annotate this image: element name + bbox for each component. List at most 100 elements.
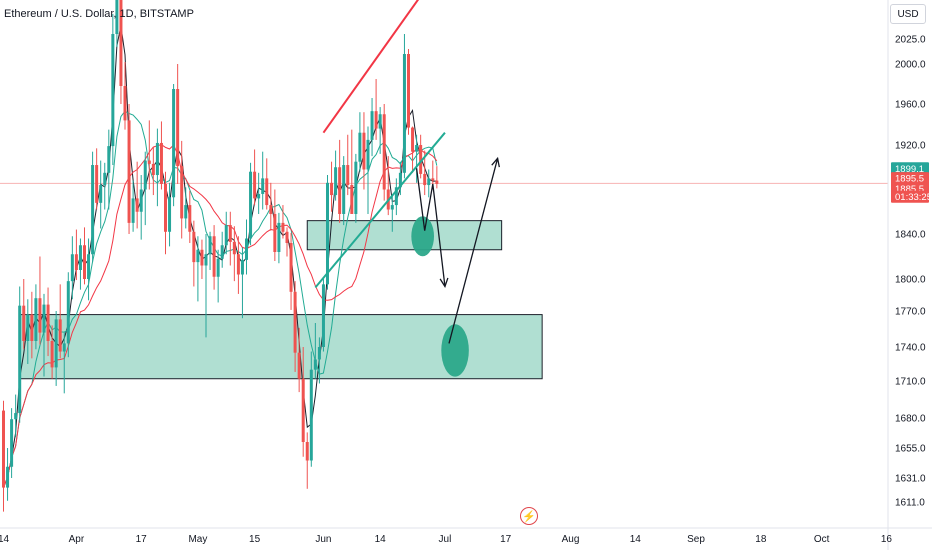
candle <box>236 236 240 294</box>
candle-body <box>30 314 34 341</box>
y-tick-label: 1611.0 <box>895 498 925 509</box>
candle-body <box>326 182 329 285</box>
candle-body <box>374 111 378 129</box>
candle-body <box>66 281 70 344</box>
candle-body <box>147 160 151 164</box>
candle <box>273 189 277 261</box>
candle <box>346 134 350 196</box>
candle <box>6 448 10 501</box>
candle-body <box>78 245 82 270</box>
candle <box>83 227 86 285</box>
candle <box>411 126 415 173</box>
candle-body <box>83 245 86 279</box>
candle <box>402 34 406 179</box>
y-tick-label: 2025.0 <box>895 35 926 46</box>
candle <box>334 150 338 201</box>
candle <box>249 162 253 246</box>
candle-body <box>277 222 281 252</box>
candle <box>135 161 139 229</box>
candle <box>30 291 34 359</box>
trendline-resistance <box>322 0 420 134</box>
price-badge-label: 1885.5 <box>895 184 924 195</box>
candle-body <box>415 145 419 152</box>
candle-body <box>342 165 346 214</box>
candle-body <box>22 305 26 341</box>
projection-arrow-1 <box>415 168 446 287</box>
candle <box>382 104 386 201</box>
candle-body <box>423 173 427 186</box>
candle <box>289 232 293 310</box>
candle <box>261 151 265 210</box>
candle-body <box>38 298 42 333</box>
candle-body <box>249 171 253 239</box>
lightning-icon[interactable]: ⚡ <box>520 507 538 525</box>
currency-button[interactable]: USD <box>890 4 926 24</box>
y-tick-label: 1960.0 <box>895 100 926 111</box>
y-tick-label: 1800.0 <box>895 275 926 286</box>
candle-body <box>50 341 54 368</box>
candle <box>200 239 204 279</box>
candle-body <box>212 236 216 277</box>
candle <box>293 281 297 372</box>
candle <box>281 205 285 239</box>
candle <box>309 351 313 467</box>
candle-body <box>390 205 394 210</box>
candle <box>54 311 58 386</box>
y-tick-label: 1920.0 <box>895 141 926 152</box>
x-tick-label: Aug <box>562 534 580 545</box>
arrow-head-2 <box>491 156 500 168</box>
candle <box>378 107 382 154</box>
candle-body <box>184 205 188 219</box>
candle-body <box>317 347 321 360</box>
candle-body <box>208 236 212 255</box>
candle <box>342 156 346 226</box>
candle-body <box>313 359 317 370</box>
x-tick-label: 18 <box>755 534 767 545</box>
candle-body <box>200 249 204 266</box>
candle <box>269 182 273 231</box>
plot-background <box>0 0 888 528</box>
candle <box>297 327 301 393</box>
candle <box>188 190 192 243</box>
candle-body <box>216 258 220 277</box>
y-tick-label: 2000.0 <box>895 60 926 71</box>
candle <box>232 226 236 282</box>
candle-body <box>435 180 439 184</box>
candle-body <box>204 254 208 266</box>
candle <box>50 325 54 379</box>
candle <box>22 279 26 350</box>
y-tick-label: 1840.0 <box>895 230 926 241</box>
candle-body <box>196 249 200 263</box>
candle <box>46 287 50 357</box>
candle-body <box>293 291 297 353</box>
candle <box>26 299 30 364</box>
price-badge-label: 1895.5 <box>895 174 924 185</box>
candle <box>354 153 358 223</box>
candle <box>164 171 167 255</box>
drawings-layer <box>314 0 500 377</box>
x-tick-label: Apr <box>69 534 85 545</box>
candle <box>14 394 18 438</box>
candle-body <box>168 197 172 232</box>
price-axis[interactable]: 2025.0 2000.0 1960.0 1920.0 1840.0 1800.0 1770… <box>895 35 926 509</box>
price-badge-bg <box>891 190 929 203</box>
candle-body <box>240 259 244 275</box>
price-badge: 1895.5 <box>891 172 929 185</box>
candle-body <box>164 183 167 232</box>
candle-body <box>188 205 192 232</box>
candle-body <box>419 145 423 174</box>
candle <box>245 219 248 275</box>
candle <box>228 211 232 266</box>
y-tick-label: 1680.0 <box>895 414 926 425</box>
candle <box>91 151 95 263</box>
candle-body <box>407 54 410 128</box>
time-axis[interactable]: 14 Apr 17 May 15 Jun 14 Jul 17 Aug 14 Sep 18 Oct 16 <box>0 534 892 545</box>
candle <box>435 166 439 189</box>
candle <box>18 286 22 423</box>
candle-body <box>281 222 285 232</box>
candle <box>42 293 46 377</box>
candle-body <box>236 254 240 275</box>
